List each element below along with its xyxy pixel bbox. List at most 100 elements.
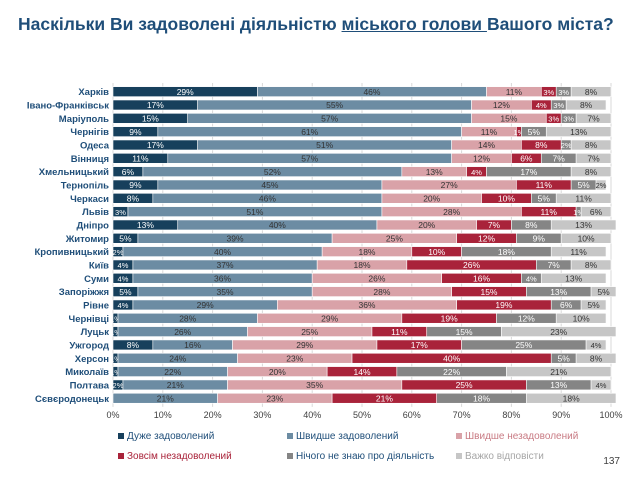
data-label: 19% (495, 300, 512, 310)
data-label: 28% (373, 287, 390, 297)
data-label: 8% (127, 340, 140, 350)
legend-swatch (456, 453, 462, 459)
data-label: 21% (157, 393, 174, 403)
data-label: 17% (411, 340, 428, 350)
data-label: 1% (110, 368, 121, 377)
data-label: 11% (506, 87, 523, 97)
data-label: 9% (129, 127, 142, 137)
data-label: 57% (301, 154, 318, 164)
data-label: 4% (471, 168, 482, 177)
data-label: 51% (246, 207, 263, 217)
data-label: 35% (217, 287, 234, 297)
legend-label: Зовсім незадоволений (127, 451, 232, 462)
data-label: 13% (575, 220, 592, 230)
data-label: 5% (538, 194, 551, 204)
bar-segment (575, 153, 612, 164)
data-label: 17% (520, 167, 537, 177)
title-text-after: Вашого міста? (486, 14, 614, 34)
data-label: 4% (118, 301, 129, 310)
x-tick-label: 0% (106, 410, 119, 420)
data-label: 1% (513, 128, 524, 137)
bar-segment (570, 139, 612, 151)
category-label: Суми (84, 274, 109, 285)
data-label: 7% (587, 114, 600, 124)
data-label: 5% (558, 353, 571, 363)
data-label: 45% (261, 180, 278, 190)
data-label: 20% (423, 194, 440, 204)
data-label: 3% (558, 88, 569, 97)
data-label: 10% (578, 233, 595, 243)
data-label: 11% (575, 194, 592, 204)
bar-segment (570, 86, 612, 97)
data-label: 10% (428, 247, 445, 257)
x-tick-label: 40% (303, 410, 321, 420)
legend-label: Важко відповісти (465, 451, 544, 462)
bar-segment (565, 99, 607, 111)
data-label: 2% (113, 248, 124, 257)
bar-segment (560, 232, 612, 244)
data-label: 8% (590, 353, 603, 363)
bar-segment (526, 392, 617, 404)
data-label: 29% (177, 87, 194, 97)
data-label: 61% (301, 127, 318, 137)
data-label: 2% (596, 181, 607, 190)
category-label: Івано-Франківськ (27, 100, 109, 111)
x-tick-label: 20% (204, 410, 222, 420)
category-label: Полтава (70, 380, 110, 391)
title-text-before: Наскільки Ви задоволені діяльністю (18, 14, 342, 34)
page-number: 137 (603, 456, 620, 467)
data-label: 4% (118, 274, 129, 283)
bar-segment (585, 339, 607, 351)
data-label: 13% (550, 380, 567, 390)
data-label: 1% (110, 314, 121, 323)
data-label: 14% (353, 367, 370, 377)
bar-segment (590, 286, 617, 297)
data-label: 46% (259, 194, 276, 204)
x-tick-label: 80% (502, 410, 520, 420)
data-label: 15% (480, 287, 497, 297)
data-label: 35% (306, 380, 323, 390)
data-label: 3% (548, 115, 559, 124)
category-label: Рівне (83, 300, 109, 311)
data-label: 21% (167, 380, 184, 390)
data-label: 2% (561, 141, 572, 150)
data-label: 22% (443, 367, 460, 377)
data-label: 18% (563, 393, 580, 403)
data-label: 11% (132, 154, 149, 164)
data-label: 7% (548, 260, 561, 270)
data-label: 25% (515, 340, 532, 350)
data-label: 4% (536, 101, 547, 110)
legend-swatch (287, 453, 293, 459)
chart-title: Наскільки Ви задоволені діяльністю міськ… (18, 14, 628, 35)
data-label: 23% (266, 393, 283, 403)
data-label: 18% (358, 247, 375, 257)
data-label: 7% (553, 154, 566, 164)
data-label: 15% (456, 327, 473, 337)
data-label: 10% (573, 313, 590, 323)
data-label: 13% (565, 273, 582, 283)
category-label: Херсон (75, 354, 110, 365)
data-label: 3% (543, 88, 554, 97)
x-tick-label: 10% (154, 410, 172, 420)
data-label: 40% (214, 247, 231, 257)
data-label: 29% (197, 300, 214, 310)
bar-segment (570, 259, 612, 271)
bar-segment (580, 206, 612, 217)
x-tick-label: 50% (353, 410, 371, 420)
legend-label: Дуже задоволений (127, 431, 214, 442)
data-label: 3% (115, 208, 126, 217)
data-label: 23% (286, 353, 303, 363)
category-label: Ужгород (69, 340, 109, 351)
category-label: Миколаїв (65, 367, 109, 378)
category-label: Черкаси (70, 194, 109, 205)
data-label: 18% (498, 247, 515, 257)
data-label: 6% (590, 207, 603, 217)
data-label: 11% (536, 180, 553, 190)
data-label: 1% (573, 208, 584, 217)
category-label: Житомир (65, 234, 109, 245)
data-label: 17% (147, 100, 164, 110)
legend-swatch (456, 433, 462, 439)
category-label: Київ (89, 260, 109, 271)
data-label: 26% (463, 260, 480, 270)
